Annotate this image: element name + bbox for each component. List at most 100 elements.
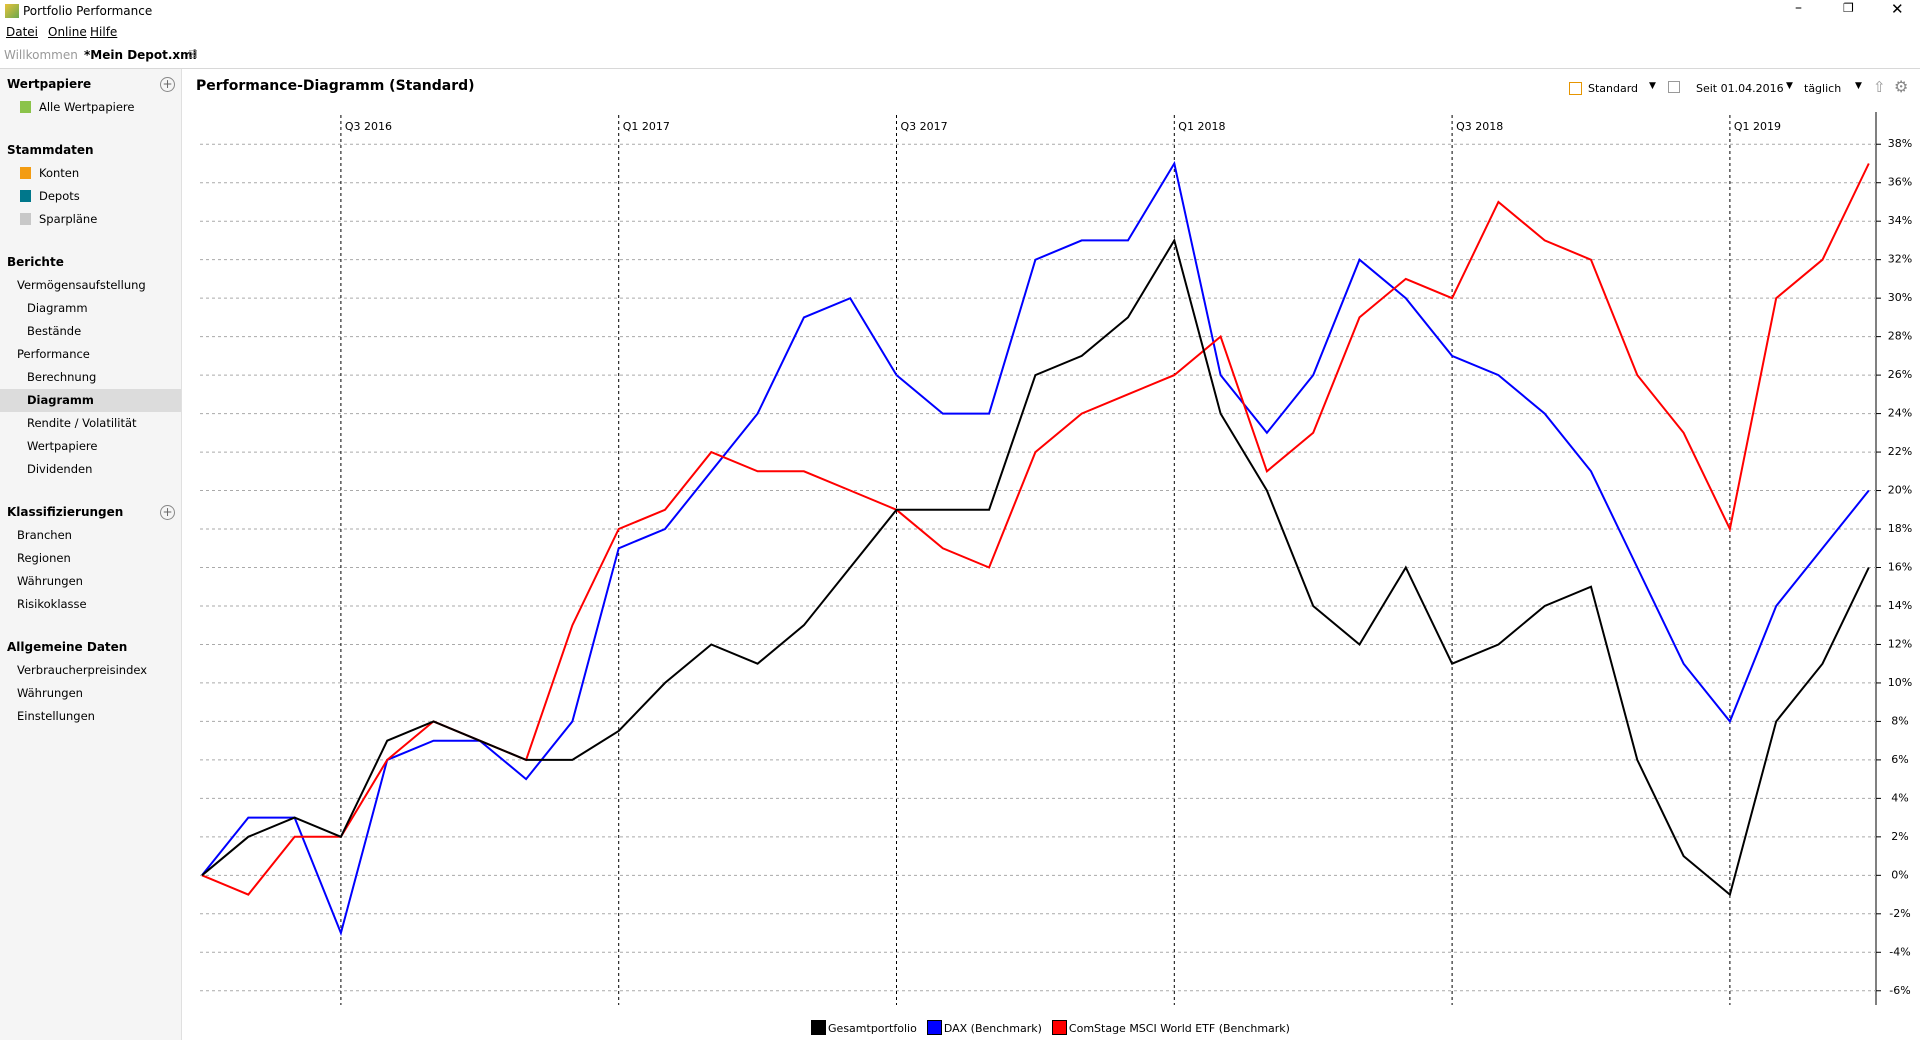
item-label: Bestände (27, 324, 82, 338)
item-label: Depots (39, 189, 80, 203)
sidebar-item[interactable]: Rendite / Volatilität (0, 412, 181, 435)
y-tick-label: 20% (1888, 484, 1912, 497)
tab[interactable]: *Mein Depot.xml (84, 48, 197, 62)
menu-item[interactable]: Hilfe (90, 25, 118, 39)
y-tick-label: 0% (1891, 868, 1908, 881)
minimize-button[interactable]: – (1795, 0, 1802, 16)
item-label: Performance (17, 347, 90, 361)
sidebar-item[interactable]: Risikoklasse (0, 593, 181, 616)
sidebar-section: Klassifizierungen + (0, 501, 181, 524)
sidebar-section: Berichte (0, 251, 181, 274)
interval-select[interactable]: täglich (1804, 82, 1842, 95)
sidebar-item[interactable]: Einstellungen (0, 705, 181, 728)
sidebar-item[interactable]: Dividenden (0, 458, 181, 481)
view-select[interactable]: Standard (1588, 82, 1639, 95)
tab[interactable]: Willkommen (4, 48, 78, 62)
section-title: Berichte (7, 255, 64, 269)
calendar-icon[interactable] (1668, 81, 1680, 93)
sidebar-item[interactable]: Diagramm (0, 297, 181, 320)
series-line (201, 237, 1870, 897)
y-tick-label: 16% (1888, 561, 1912, 574)
item-icon (20, 190, 31, 202)
series-line (201, 160, 1870, 937)
menu-item[interactable]: Online (48, 25, 87, 39)
sidebar-item[interactable]: Diagramm (0, 389, 181, 412)
close-button[interactable]: ✕ (1891, 0, 1904, 18)
y-tick-label: 2% (1891, 830, 1908, 843)
sidebar-section: Allgemeine Daten (0, 636, 181, 659)
sidebar-item[interactable]: Berechnung (0, 366, 181, 389)
sidebar-item[interactable]: Verbraucherpreisindex (0, 659, 181, 682)
y-tick-label: 14% (1888, 599, 1912, 612)
x-tick-label: Q3 2018 (1456, 120, 1503, 133)
y-tick-label: 4% (1891, 791, 1908, 804)
sidebar-item[interactable]: Bestände (0, 320, 181, 343)
item-label: Diagramm (27, 301, 88, 315)
sidebar-item[interactable]: Vermögensaufstellung (0, 274, 181, 297)
item-label: Wertpapiere (27, 439, 98, 453)
add-button[interactable]: + (160, 505, 175, 520)
settings-button[interactable]: ⚙ (1894, 77, 1909, 96)
add-button[interactable]: + (160, 77, 175, 92)
x-tick-label: Q1 2018 (1178, 120, 1225, 133)
section-title: Wertpapiere (7, 77, 92, 91)
interval-dropdown[interactable]: ▼ (1855, 81, 1862, 91)
period-select[interactable]: Seit 01.04.2016 (1696, 82, 1784, 95)
sidebar-section: Wertpapiere + (0, 73, 181, 96)
y-tick-label: -4% (1889, 945, 1910, 958)
item-label: Währungen (17, 574, 83, 588)
item-label: Einstellungen (17, 709, 95, 723)
title-bar: Portfolio Performance – ❐ ✕ (0, 0, 1920, 22)
x-tick-label: Q1 2017 (623, 120, 670, 133)
item-label: Alle Wertpapiere (39, 100, 135, 114)
legend-item[interactable]: Gesamtportfolio (811, 1019, 917, 1035)
y-tick-label: 36% (1888, 176, 1912, 189)
view-dropdown[interactable]: ▼ (1649, 81, 1656, 91)
sidebar-item[interactable]: Performance (0, 343, 181, 366)
sidebar-item[interactable]: Branchen (0, 524, 181, 547)
sidebar-item[interactable]: Wertpapiere (0, 435, 181, 458)
item-label: Regionen (17, 551, 71, 565)
export-button[interactable]: ⇧ (1873, 78, 1886, 96)
item-label: Berechnung (27, 370, 97, 384)
legend-item[interactable]: ComStage MSCI World ETF (Benchmark) (1051, 1019, 1290, 1035)
y-tick-label: 8% (1891, 714, 1908, 727)
legend-label: ComStage MSCI World ETF (Benchmark) (1068, 1021, 1290, 1035)
sidebar-item[interactable]: Währungen (0, 682, 181, 705)
sidebar-section: Stammdaten (0, 139, 181, 162)
item-label: Konten (39, 166, 80, 180)
section-title: Stammdaten (7, 143, 94, 157)
y-tick-label: 12% (1888, 637, 1912, 650)
legend: Gesamtportfolio DAX (Benchmark) ComStage M… (181, 1016, 1920, 1038)
menu-item[interactable]: Datei (6, 25, 39, 39)
item-label: Risikoklasse (17, 597, 87, 611)
y-tick-label: 28% (1888, 330, 1912, 343)
y-tick-label: -6% (1889, 984, 1910, 997)
x-tick-label: Q3 2016 (345, 120, 392, 133)
legend-swatch (1051, 1019, 1067, 1035)
item-label: Branchen (17, 528, 72, 542)
x-tick-label: Q1 2019 (1734, 120, 1781, 133)
sidebar-item[interactable]: Alle Wertpapiere (0, 96, 181, 119)
sidebar-item[interactable]: Sparpläne (0, 208, 181, 231)
sidebar-item[interactable]: Depots (0, 185, 181, 208)
sidebar-item[interactable]: Konten (0, 162, 181, 185)
legend-swatch (926, 1019, 942, 1035)
legend-item[interactable]: DAX (Benchmark) (926, 1019, 1042, 1035)
section-title: Allgemeine Daten (7, 640, 128, 654)
item-icon (20, 101, 31, 113)
item-label: Verbraucherpreisindex (17, 663, 148, 677)
restore-button[interactable]: ❐ (1843, 1, 1854, 15)
tab-bar: Willkommen *Mein Depot.xml ☒ (0, 44, 1920, 69)
sidebar: Wertpapiere + Alle Wertpapiere Stammdaten Ko… (0, 69, 182, 1040)
period-dropdown[interactable]: ▼ (1786, 81, 1793, 91)
app-title: Portfolio Performance (23, 4, 153, 18)
menu-bar: Datei Online Hilfe (0, 22, 1920, 43)
legend-label: DAX (Benchmark) (943, 1021, 1042, 1035)
tab-close[interactable]: ☒ (188, 48, 198, 61)
sidebar-item[interactable]: Regionen (0, 547, 181, 570)
sidebar-item[interactable]: Währungen (0, 570, 181, 593)
section-title: Klassifizierungen (7, 505, 124, 519)
